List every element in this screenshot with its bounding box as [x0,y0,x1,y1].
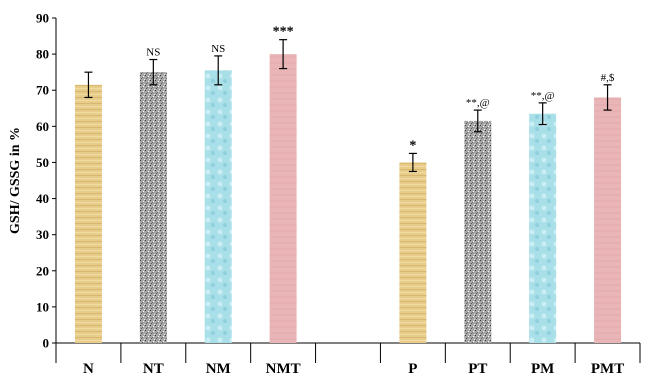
x-tick-label: PM [531,361,554,377]
significance-label: * [409,138,416,153]
bar [139,72,167,344]
x-tick-label: PT [468,361,487,377]
x-tick-label: NM [206,361,231,377]
bar [74,84,102,344]
significance-label: *** [273,25,294,40]
bar [269,54,297,343]
y-tick-label: 40 [36,191,49,206]
significance-label: #,$ [601,72,615,84]
x-axis-categories: N NT NM NMT P PT PM PMT [55,343,641,377]
y-axis-ticks: 0 10 20 30 40 50 60 70 80 90 [36,11,56,351]
significance-label: **,@ [531,90,555,102]
x-tick-label: NT [143,361,164,377]
y-tick-label: 70 [36,83,49,98]
y-tick-label: 90 [36,11,49,26]
bar [464,120,492,344]
y-tick-label: 20 [36,263,49,278]
bar [529,113,557,343]
bar-series: NS NS******,@**,@#,$ [74,25,622,344]
y-tick-label: 30 [36,227,49,242]
y-axis-label: GSH/ GSSG in % [8,127,23,234]
y-tick-label: 0 [43,336,50,351]
bar [204,70,232,343]
significance-label: NS [146,47,160,59]
bar [594,97,622,343]
x-tick-label: P [408,361,417,377]
y-tick-label: 50 [36,155,49,170]
significance-label: **,@ [466,97,490,109]
x-tick-label: PMT [591,361,624,377]
significance-label: NS [211,43,225,55]
x-tick-label: NMT [266,361,301,377]
y-tick-label: 60 [36,119,49,134]
x-tick-label: N [83,361,94,377]
bar [399,162,427,343]
y-tick-label: 10 [36,299,49,314]
y-tick-label: 80 [36,47,49,62]
